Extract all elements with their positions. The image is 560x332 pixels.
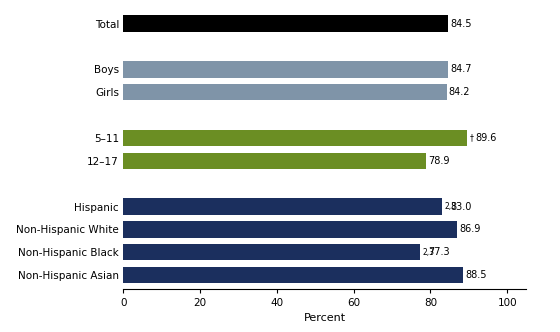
Text: 83.0: 83.0	[450, 202, 472, 211]
Text: 77.3: 77.3	[428, 247, 450, 257]
Bar	[123, 153, 426, 169]
Text: 78.9: 78.9	[428, 156, 450, 166]
Bar	[123, 244, 420, 261]
X-axis label: Percent: Percent	[304, 313, 346, 323]
Bar	[123, 16, 447, 32]
Text: †: †	[470, 133, 473, 142]
Bar	[123, 267, 463, 283]
Text: 86.9: 86.9	[459, 224, 480, 234]
Bar	[123, 221, 457, 238]
Text: 84.7: 84.7	[451, 64, 472, 74]
Text: 2,3: 2,3	[444, 202, 456, 211]
Bar	[123, 61, 449, 78]
Bar	[123, 198, 442, 215]
Bar	[123, 84, 446, 101]
Text: 88.5: 88.5	[465, 270, 487, 280]
Bar	[123, 130, 467, 146]
Text: 84.5: 84.5	[450, 19, 472, 29]
Text: 89.6: 89.6	[475, 133, 497, 143]
Text: 84.2: 84.2	[449, 87, 470, 97]
Text: 2,3: 2,3	[422, 248, 435, 257]
